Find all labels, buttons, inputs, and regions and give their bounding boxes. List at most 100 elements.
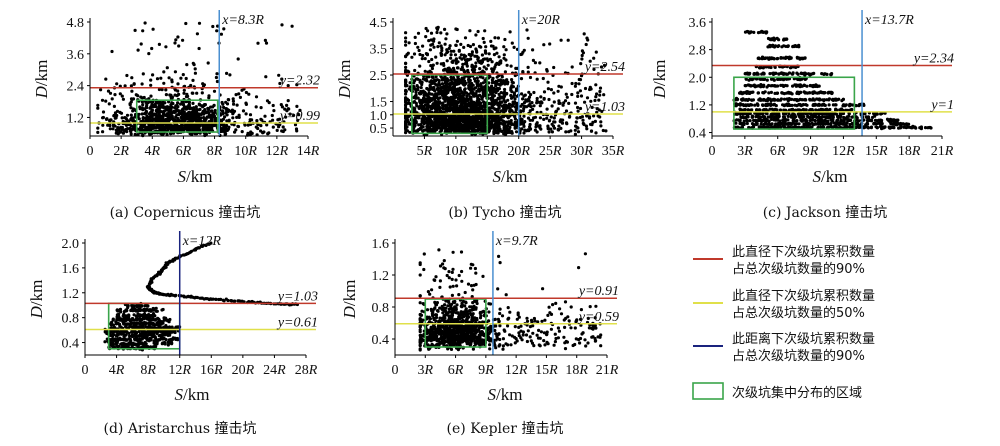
data-point [191, 78, 195, 82]
data-point [468, 29, 472, 33]
data-point [494, 129, 498, 133]
data-point [271, 125, 275, 129]
data-point [434, 75, 438, 79]
data-point [149, 94, 153, 98]
data-point [280, 23, 284, 27]
data-point [120, 94, 124, 98]
x-tick-label: 30R [570, 144, 593, 159]
data-point [557, 99, 561, 103]
data-point [595, 110, 599, 114]
data-point [835, 118, 839, 122]
data-point [472, 106, 476, 110]
data-point [193, 111, 197, 115]
data-point [797, 98, 801, 102]
data-point [547, 130, 551, 134]
data-point [448, 104, 452, 108]
data-point [417, 91, 421, 95]
data-point [413, 41, 417, 46]
data-point [595, 92, 599, 96]
data-point [579, 62, 583, 66]
data-point [602, 63, 607, 67]
data-point [288, 112, 292, 116]
data-point [170, 101, 174, 105]
data-point [491, 76, 495, 80]
data-point [187, 110, 191, 115]
data-point [439, 31, 443, 35]
data-point [535, 77, 539, 81]
data-point [203, 103, 207, 107]
data-point [435, 95, 439, 99]
data-point [426, 109, 430, 113]
data-point [165, 108, 169, 112]
data-point [141, 128, 145, 132]
data-point [599, 65, 604, 69]
data-point [564, 92, 568, 96]
data-point [594, 131, 598, 135]
x-tick-label: 15R [476, 144, 499, 159]
data-point [462, 107, 466, 111]
data-point [441, 104, 445, 108]
data-point [791, 113, 795, 117]
data-point [549, 127, 553, 131]
data-point [483, 105, 487, 109]
axis-label: D/km [32, 60, 51, 100]
data-point [168, 115, 172, 119]
data-point [471, 67, 475, 71]
data-point [147, 52, 151, 56]
data-point [788, 103, 792, 107]
data-point [813, 102, 817, 107]
data-point [750, 122, 755, 126]
data-point [133, 108, 137, 112]
data-point [418, 64, 422, 68]
data-point [418, 104, 422, 108]
data-point [407, 87, 411, 91]
data-point [470, 125, 474, 129]
data-point [742, 103, 746, 108]
data-point [259, 129, 263, 133]
data-point [450, 76, 454, 80]
data-point [428, 80, 432, 84]
data-point [496, 36, 500, 40]
data-point [550, 130, 555, 134]
data-point [847, 112, 851, 116]
data-point [240, 130, 244, 134]
data-point [100, 98, 105, 102]
data-point [156, 113, 161, 117]
data-point [187, 106, 191, 110]
data-point [498, 103, 502, 107]
data-point [482, 65, 486, 69]
data-point [110, 97, 114, 101]
data-point [121, 97, 125, 101]
data-point [129, 124, 133, 128]
data-point [440, 127, 444, 131]
data-point [546, 126, 550, 130]
data-point [529, 105, 533, 109]
data-point [132, 126, 136, 130]
data-point [110, 49, 114, 54]
data-point [150, 115, 154, 119]
data-point [493, 81, 497, 85]
data-point [766, 102, 770, 106]
data-point [545, 107, 549, 111]
data-point [224, 127, 228, 131]
data-point [522, 101, 527, 105]
data-point [808, 118, 812, 123]
data-point [404, 110, 408, 114]
data-point [548, 42, 552, 46]
data-point [404, 129, 408, 133]
data-point [200, 112, 204, 116]
data-point [459, 53, 463, 57]
data-point [143, 107, 147, 111]
data-point [196, 124, 200, 128]
data-point [746, 98, 750, 102]
data-point [542, 43, 546, 47]
data-point [429, 31, 434, 35]
data-point [576, 105, 580, 110]
data-point [461, 123, 465, 127]
data-point [799, 71, 803, 75]
data-point [787, 71, 792, 75]
data-point [461, 127, 465, 131]
data-point [803, 71, 807, 75]
data-point [131, 97, 136, 101]
data-point [532, 116, 536, 120]
